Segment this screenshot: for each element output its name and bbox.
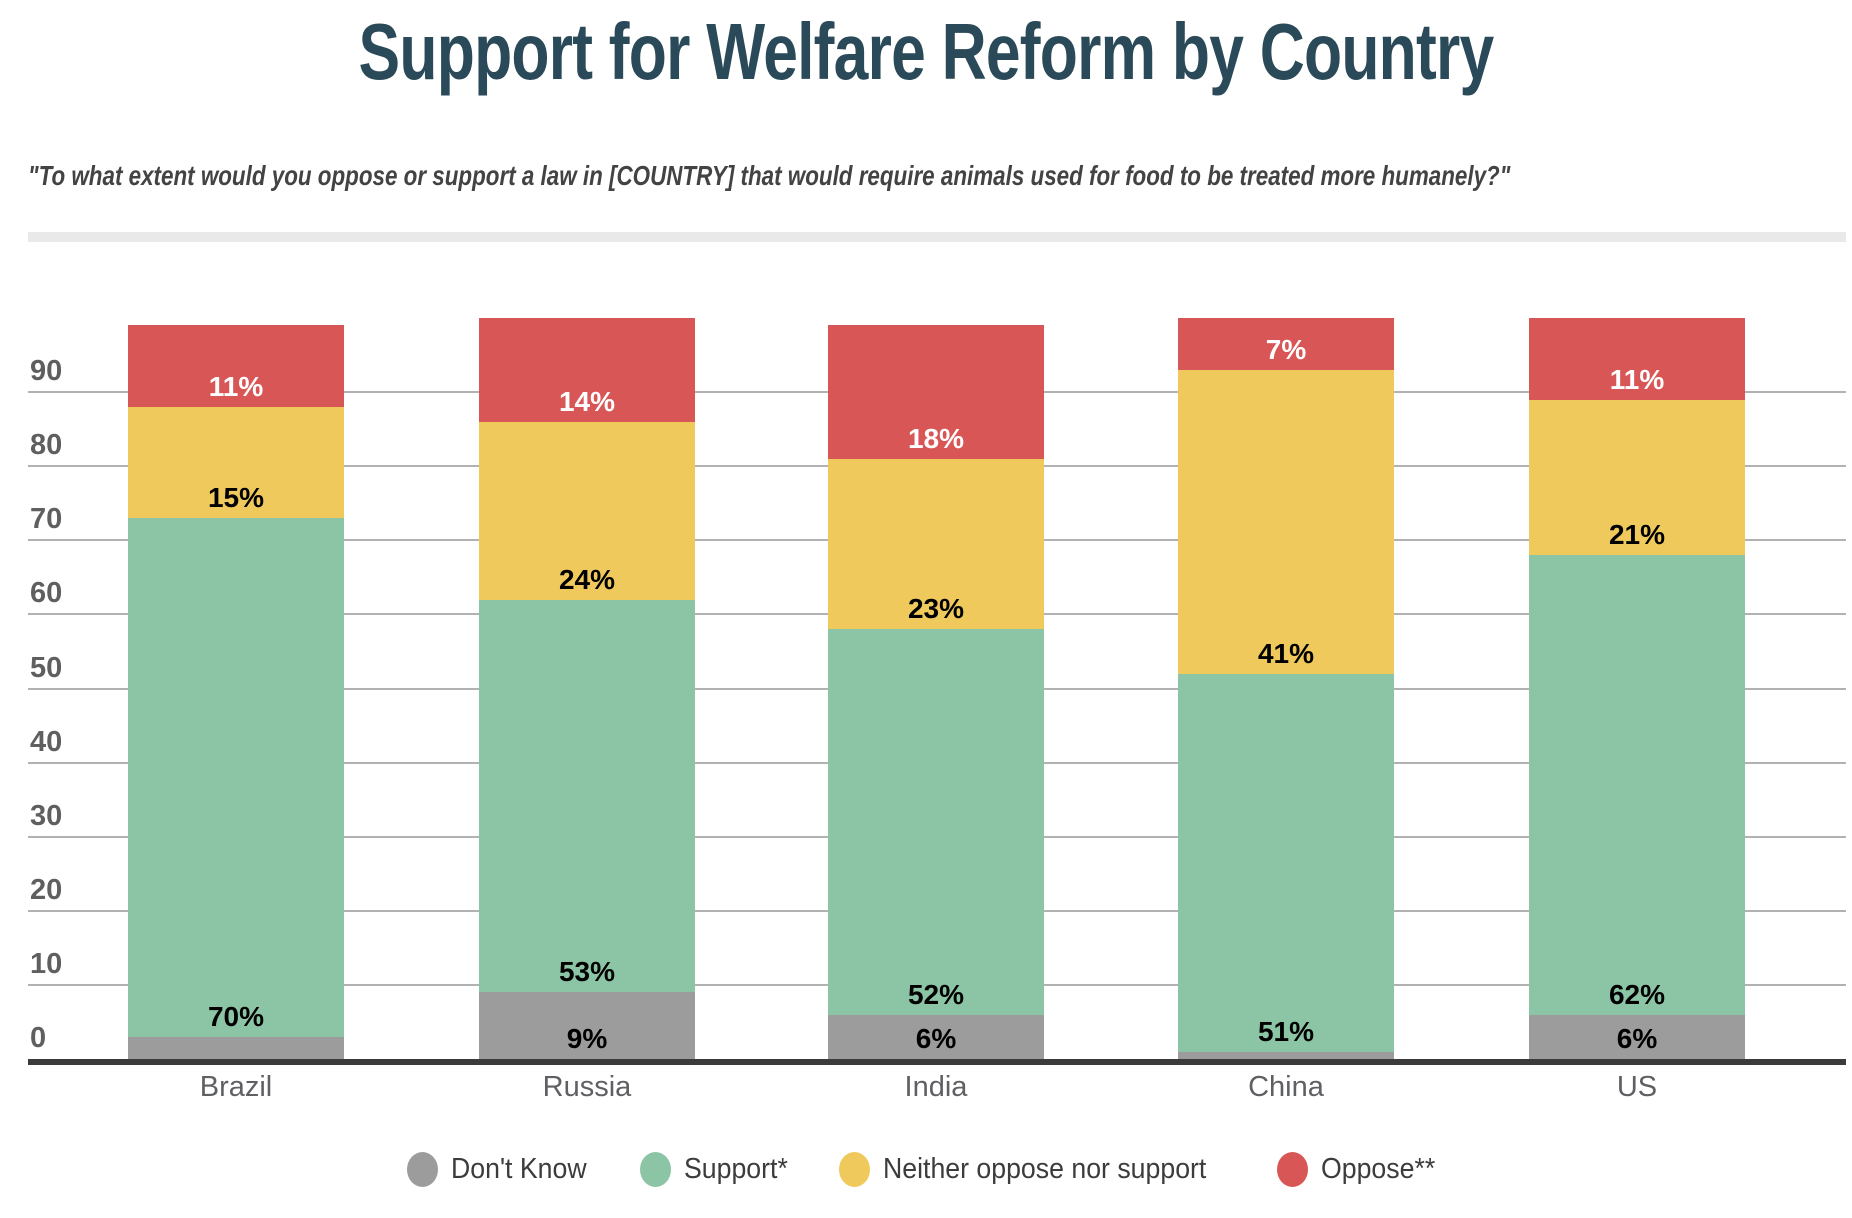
bar-us-oppose: 11% bbox=[1529, 318, 1745, 400]
y-axis-tick-label-0: 0 bbox=[30, 1022, 47, 1054]
x-axis-category-label-china: China bbox=[1248, 1071, 1324, 1103]
y-axis-tick-label-40: 40 bbox=[30, 725, 63, 758]
x-axis-category-label-india: India bbox=[904, 1071, 968, 1103]
bar-russia-oppose: 14% bbox=[479, 318, 695, 422]
data-label-brazil-oppose: 11% bbox=[208, 370, 264, 402]
data-label-india-neither-oppose-nor-support: 23% bbox=[907, 593, 965, 625]
bar-russia-support: 53% bbox=[479, 599, 695, 993]
bar-india-support: 52% bbox=[828, 629, 1044, 1015]
legend: Don't Know Support* Neither oppose nor sup… bbox=[0, 1149, 1852, 1189]
bar-india-don-t-know: 6% bbox=[828, 1014, 1044, 1059]
bar-brazil-don-t-know bbox=[128, 1036, 344, 1059]
bar-brazil-neither-oppose-nor-support: 15% bbox=[128, 406, 344, 519]
data-label-russia-neither-oppose-nor-support: 24% bbox=[558, 563, 616, 595]
y-axis-tick-label-80: 80 bbox=[30, 429, 63, 462]
legend-color-dot-support bbox=[640, 1151, 672, 1187]
data-label-china-support: 51% bbox=[1257, 1015, 1315, 1047]
data-label-brazil-support: 70% bbox=[207, 1000, 265, 1032]
legend-label-oppose: Oppose** bbox=[1320, 1152, 1436, 1185]
legend-item-support: Support* bbox=[640, 1151, 797, 1187]
data-label-russia-oppose: 14% bbox=[558, 385, 616, 417]
data-label-russia-support: 53% bbox=[558, 956, 616, 988]
header-divider bbox=[28, 232, 1846, 242]
bar-us-support: 62% bbox=[1529, 555, 1745, 1015]
bar-us-don-t-know: 6% bbox=[1529, 1014, 1745, 1059]
x-axis-category-label-russia: Russia bbox=[542, 1071, 632, 1103]
bar-china-don-t-know bbox=[1178, 1051, 1394, 1059]
y-axis-tick-label-10: 10 bbox=[30, 947, 63, 980]
bar-china-oppose: 7% bbox=[1178, 318, 1394, 370]
data-label-china-neither-oppose-nor-support: 41% bbox=[1257, 637, 1315, 669]
legend-item-oppose: Oppose** bbox=[1276, 1151, 1445, 1187]
data-label-russia-don-t-know: 9% bbox=[566, 1022, 608, 1054]
data-label-china-oppose: 7% bbox=[1265, 333, 1307, 365]
legend-color-dot-don-t-know bbox=[407, 1151, 439, 1187]
y-axis-tick-label-60: 60 bbox=[30, 577, 63, 610]
y-axis-tick-label-50: 50 bbox=[30, 651, 63, 684]
y-axis-tick-label-70: 70 bbox=[30, 503, 63, 536]
bar-brazil-oppose: 11% bbox=[128, 325, 344, 407]
bar-russia-neither-oppose-nor-support: 24% bbox=[479, 421, 695, 600]
chart-subtitle: "To what extent would you oppose or supp… bbox=[28, 160, 1511, 191]
x-axis-category-label-us: US bbox=[1616, 1071, 1658, 1103]
legend-color-dot-oppose bbox=[1276, 1151, 1308, 1187]
data-label-us-neither-oppose-nor-support: 21% bbox=[1608, 519, 1666, 551]
data-label-india-oppose: 18% bbox=[907, 422, 965, 454]
y-axis-tick-label-90: 90 bbox=[30, 355, 63, 388]
legend-label-don-t-know: Don't Know bbox=[451, 1152, 587, 1185]
bar-china-support: 51% bbox=[1178, 673, 1394, 1052]
bar-us-neither-oppose-nor-support: 21% bbox=[1529, 399, 1745, 556]
legend-item-don-t-know: Don't Know bbox=[407, 1151, 598, 1187]
bar-russia-don-t-know: 9% bbox=[479, 992, 695, 1059]
bar-china-neither-oppose-nor-support: 41% bbox=[1178, 369, 1394, 674]
x-axis-category-label-brazil: Brazil bbox=[199, 1071, 273, 1103]
data-label-india-don-t-know: 6% bbox=[915, 1022, 957, 1054]
legend-label-neither-oppose-nor-support: Neither oppose nor support bbox=[883, 1152, 1207, 1185]
x-axis-line bbox=[28, 1059, 1846, 1065]
bar-india-neither-oppose-nor-support: 23% bbox=[828, 458, 1044, 630]
legend-color-dot-neither-oppose-nor-support bbox=[839, 1151, 871, 1187]
data-label-us-don-t-know: 6% bbox=[1616, 1022, 1658, 1054]
bar-brazil-support: 70% bbox=[128, 518, 344, 1037]
data-label-us-support: 62% bbox=[1608, 978, 1666, 1010]
y-axis-tick-label-20: 20 bbox=[30, 873, 63, 906]
legend-item-neither-oppose-nor-support: Neither oppose nor support bbox=[839, 1151, 1234, 1187]
y-axis-tick-label-30: 30 bbox=[30, 799, 63, 832]
bar-india-oppose: 18% bbox=[828, 325, 1044, 459]
legend-label-support: Support* bbox=[684, 1152, 789, 1185]
chart-title: Support for Welfare Reform by Country bbox=[358, 7, 1495, 96]
data-label-brazil-neither-oppose-nor-support: 15% bbox=[207, 482, 265, 514]
data-label-india-support: 52% bbox=[907, 978, 965, 1010]
data-label-us-oppose: 11% bbox=[1609, 363, 1665, 395]
